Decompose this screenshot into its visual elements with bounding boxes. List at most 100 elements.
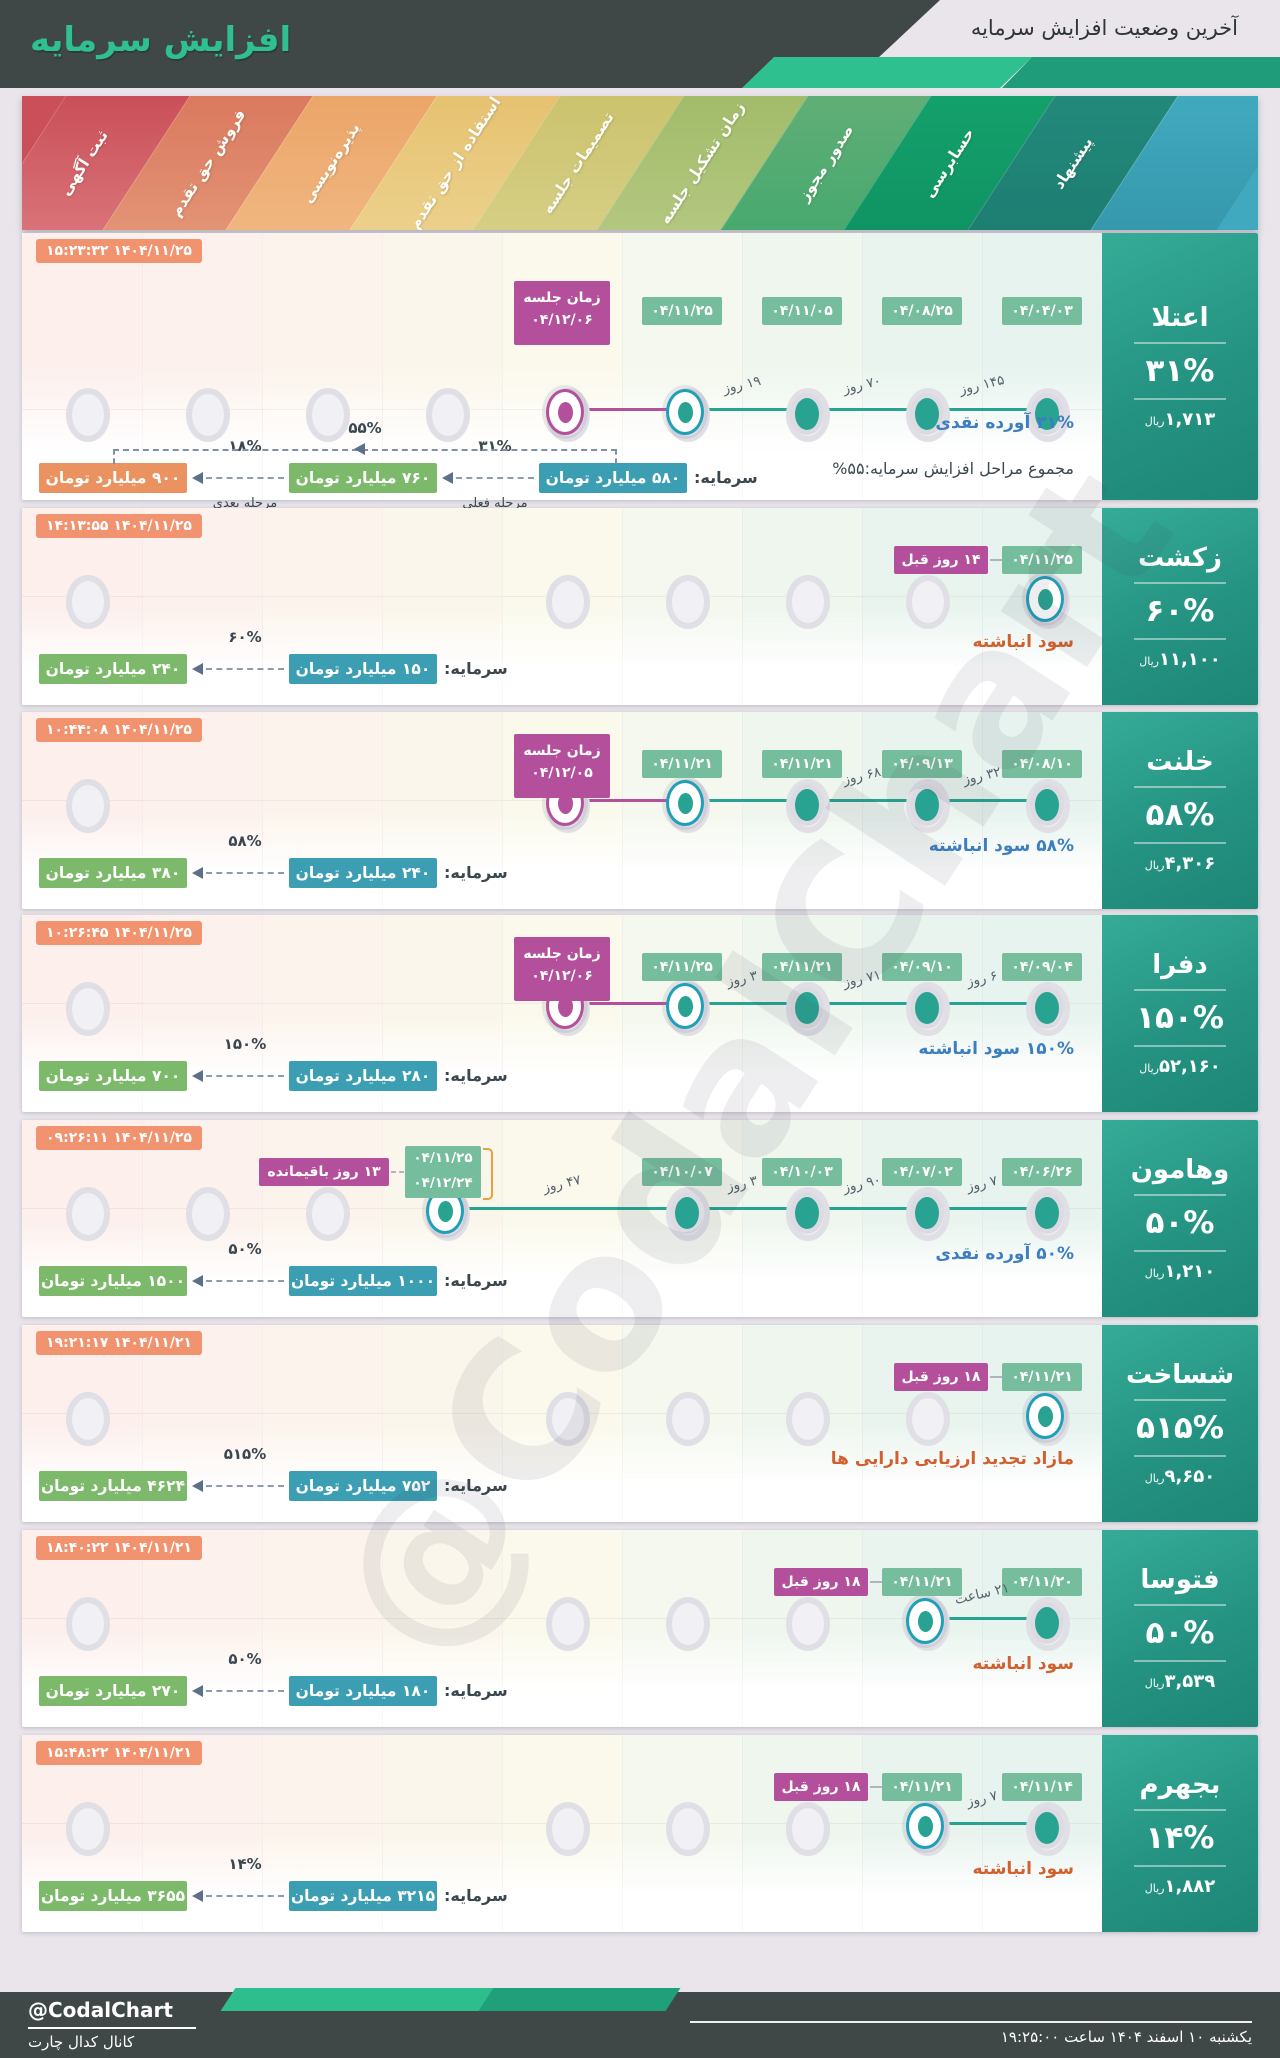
date-badge: ۰۴/۱۱/۲۱ <box>1002 1363 1082 1391</box>
capital-base-badge: ۵۸۰ میلیارد تومان <box>539 463 687 493</box>
date-badge: ۰۴/۰۷/۰۲ <box>882 1158 962 1186</box>
column-tint <box>382 233 503 500</box>
company-row: ۱۴۰۴/۱۱/۲۱ ۱۵:۴۸:۲۲ ۰۴/۱۱/۲۱ ۰۴/۱۱/۱۴ ۱۸ رو… <box>22 1735 1258 1932</box>
company-panel: دفرا ۱۵۰% ۵۲,۱۶۰ریال <box>1102 915 1258 1112</box>
company-name: شساخت <box>1125 1360 1235 1390</box>
timeline-socket <box>66 1597 110 1651</box>
timeline-dot <box>790 393 824 435</box>
timeline-dot <box>1030 1807 1064 1849</box>
timestamp-badge: ۱۴۰۴/۱۱/۲۵ ۰۹:۲۶:۱۱ <box>36 1126 202 1150</box>
company-panel: وهامون ۵۰% ۱,۲۱۰ریال <box>1102 1120 1258 1317</box>
stage-percent: ۱۴% <box>228 1855 262 1873</box>
company-price: ۱,۷۱۳ریال <box>1145 409 1216 430</box>
timestamp-badge: ۱۴۰۴/۱۱/۲۵ ۱۴:۱۳:۵۵ <box>36 514 202 538</box>
days-ago-badge: ۱۸ روز قبل <box>774 1568 868 1596</box>
footer-green-stripe <box>220 1988 494 2011</box>
footer-datetime: یکشنبه ۱۰ اسفند ۱۴۰۴ ساعت ۱۹:۲۵:۰۰ <box>1000 2028 1252 2046</box>
capital-arrow <box>206 1485 284 1487</box>
date-badge: ۰۴/۰۶/۲۶ <box>1002 1158 1082 1186</box>
panel-divider <box>1134 1809 1226 1811</box>
timeline-dot <box>666 780 704 826</box>
timeline-socket <box>546 1597 590 1651</box>
stage-ribbon: ثبت آگهی فروش حق تقدم پذیره‌نویسی استفاده ا… <box>22 96 1258 230</box>
timeline-line <box>802 798 922 802</box>
capital-arrowhead <box>442 472 453 484</box>
date-badge: ۰۴/۱۱/۰۵ <box>762 297 842 325</box>
company-panel: فتوسا ۵۰% ۳,۵۳۹ریال <box>1102 1530 1258 1727</box>
timeline-socket <box>906 1392 950 1446</box>
timeline-socket <box>66 1187 110 1241</box>
timeline-socket <box>906 575 950 629</box>
column-tint <box>22 233 142 500</box>
capital-arrow <box>206 872 284 874</box>
capital-base-badge: ۲۸۰ میلیارد تومان <box>289 1061 437 1091</box>
panel-divider <box>1134 582 1226 584</box>
date-badge: ۰۴/۱۱/۲۱ <box>882 1773 962 1801</box>
timeline-dot <box>910 784 944 826</box>
timeline-socket <box>666 1392 710 1446</box>
timeline-line <box>562 798 682 802</box>
panel-divider <box>1134 1194 1226 1196</box>
price-value: ۳,۵۳۹ <box>1164 1671 1216 1692</box>
timeline-dot-core <box>917 1610 933 1632</box>
timeline-dot <box>790 987 824 1029</box>
capital-arrowhead <box>192 867 203 879</box>
price-value: ۹,۶۵۰ <box>1164 1466 1216 1487</box>
panel-divider <box>1134 398 1226 400</box>
range-bracket <box>483 1148 493 1200</box>
date-badge: ۰۴/۰۹/۰۴ <box>1002 953 1082 981</box>
capital-stage-badge: ۲۷۰ میلیارد تومان <box>39 1676 187 1706</box>
capital-arrow <box>206 1690 284 1692</box>
badge-connector <box>870 1786 882 1788</box>
panel-divider <box>1134 638 1226 640</box>
range-date-start: ۰۴/۱۱/۲۵ <box>413 1150 473 1166</box>
timeline-dot <box>910 987 944 1029</box>
timeline-line <box>682 407 802 411</box>
panel-divider <box>1134 1399 1226 1401</box>
timeline-socket <box>306 1187 350 1241</box>
date-badge: ۰۴/۰۹/۱۰ <box>882 953 962 981</box>
date-badge: ۰۴/۱۱/۲۰ <box>1002 1568 1082 1596</box>
company-price: ۹,۶۵۰ریال <box>1145 1466 1216 1487</box>
capital-base-badge: ۱۰۰۰ میلیارد تومان <box>289 1266 437 1296</box>
timeline-dot <box>546 389 584 435</box>
capital-stage-badge: ۹۰۰ میلیارد تومان <box>39 463 187 493</box>
timeline-dot-core <box>1037 588 1053 610</box>
capital-base-badge: ۷۵۲ میلیارد تومان <box>289 1471 437 1501</box>
column-tint <box>742 233 863 500</box>
capital-label: سرمایه: <box>444 863 508 882</box>
timeline-dot <box>910 393 944 435</box>
capital-arrowhead <box>192 663 203 675</box>
meeting-badge-date: ۰۴/۱۲/۰۶ <box>531 312 593 329</box>
panel-divider <box>1134 786 1226 788</box>
timestamp-badge: ۱۴۰۴/۱۱/۲۵ ۱۵:۲۳:۳۲ <box>36 239 202 263</box>
timeline-socket <box>666 1802 710 1856</box>
capital-arrowhead <box>192 1890 203 1902</box>
page-title: افزایش سرمایه <box>30 20 292 60</box>
footer-green-stripe-dark <box>460 1988 681 2011</box>
company-name: دفرا <box>1152 950 1208 980</box>
timeline-socket <box>666 575 710 629</box>
note-text: سود انباشته <box>972 632 1074 652</box>
company-price: ۱۱,۱۰۰ریال <box>1139 649 1221 670</box>
remaining-badge: ۱۳ روز باقیمانده <box>259 1158 389 1186</box>
price-value: ۱,۸۸۲ <box>1164 1876 1216 1897</box>
timeline-line <box>922 1001 1042 1005</box>
timeline-dot-core <box>557 401 573 423</box>
column-tint <box>502 233 623 500</box>
timeline-socket <box>666 1597 710 1651</box>
capital-stage-badge: ۴۶۲۴ میلیارد تومان <box>39 1471 187 1501</box>
timestamp-badge: ۱۴۰۴/۱۱/۲۵ ۱۰:۲۶:۴۵ <box>36 921 202 945</box>
company-name: زکشت <box>1137 543 1223 573</box>
capital-arrowhead <box>192 1480 203 1492</box>
timeline-socket <box>66 1802 110 1856</box>
range-badge: ۰۴/۱۱/۲۵ ۰۴/۱۲/۲۴ <box>405 1146 481 1198</box>
capital-label: سرمایه: <box>444 1271 508 1290</box>
badge-connector <box>870 1581 882 1583</box>
timeline-line <box>922 1616 1042 1620</box>
timeline-dot <box>1030 784 1064 826</box>
company-name: وهامون <box>1130 1155 1230 1185</box>
capital-stage-badge: ۲۴۰ میلیارد تومان <box>39 654 187 684</box>
price-unit: ریال <box>1139 1062 1159 1075</box>
